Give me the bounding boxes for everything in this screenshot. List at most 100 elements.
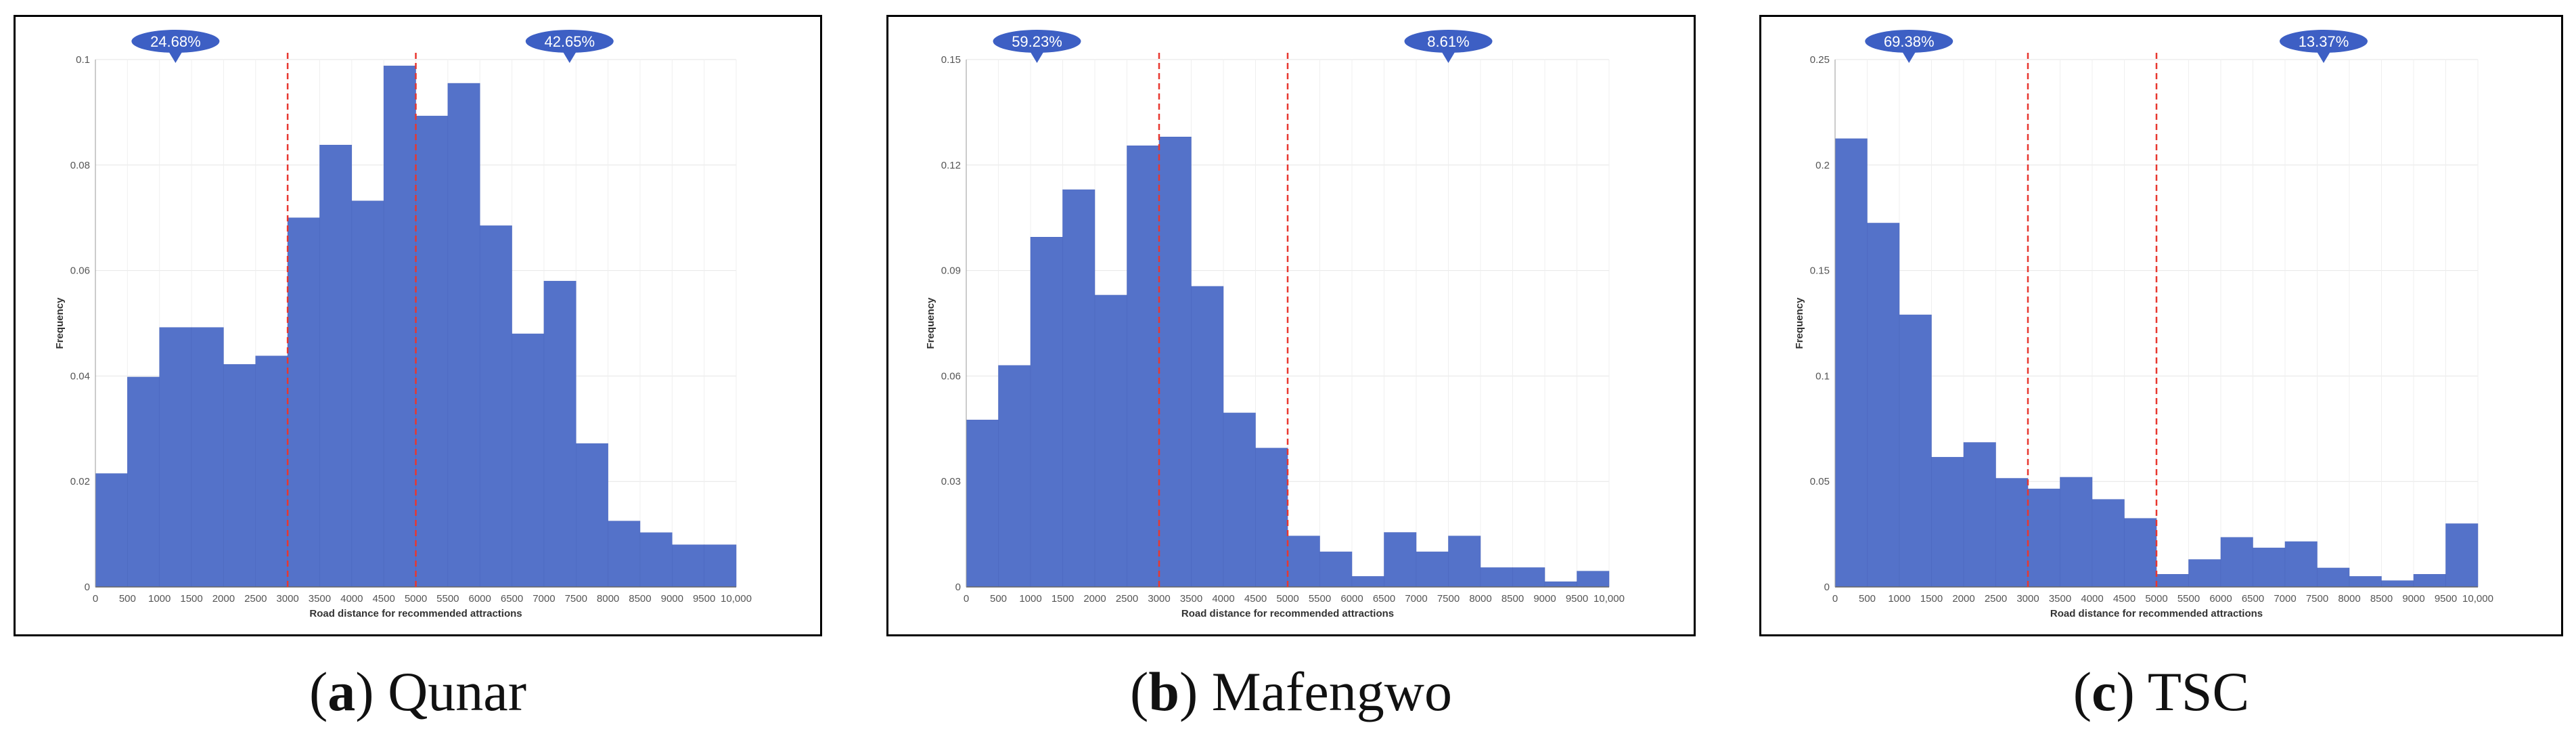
chart-c-bar-8 (2092, 499, 2125, 588)
chart-a-y-tick-label: 0.08 (70, 160, 90, 171)
chart-a-y-tick-label: 0.1 (76, 54, 90, 66)
chart-b-y-tick-label: 0.09 (941, 265, 961, 277)
caption-b-name: Mafengwo (1211, 661, 1452, 722)
chart-c-bar-2 (1899, 314, 1932, 588)
chart-c-x-tick-label: 1000 (1888, 593, 1910, 605)
chart-c-x-tick-label: 6500 (2242, 593, 2264, 605)
chart-a-bar-4 (223, 364, 256, 588)
chart-a-x-tick-label: 9500 (693, 593, 715, 605)
chart-b-x-tick-label: 4000 (1212, 593, 1234, 605)
chart-c-bar-9 (2124, 518, 2157, 588)
histogram-chart-b: 0 0.03 0.06 0.09 0.12 0.15 0 500 1000 1500 2000 250… (925, 30, 1625, 619)
caption-c-letter: c (2092, 661, 2117, 722)
chart-b-bar-4 (1094, 294, 1127, 588)
chart-b-bar-5 (1127, 145, 1160, 588)
chart-a-bar-19 (704, 544, 737, 588)
chart-c-x-tick-label: 5000 (2145, 593, 2167, 605)
chart-a-bar-9 (383, 66, 416, 588)
chart-a-bar-0 (95, 473, 128, 588)
chart-b-y-tick-label: 0.15 (941, 54, 961, 66)
chart-b-bar-16 (1480, 567, 1513, 588)
chart-c-x-tick-label: 1500 (1920, 593, 1943, 605)
chart-a-x-tick-label: 1500 (180, 593, 202, 605)
panel-a-frame: 0 0.02 0.04 0.06 0.08 0.1 0 500 1000 1500 2000 2500… (14, 15, 822, 636)
chart-a-bar-16 (608, 521, 641, 588)
chart-a-bar-7 (319, 144, 353, 588)
chart-c-x-tick-label: 500 (1859, 593, 1876, 605)
chart-b-bar-13 (1384, 532, 1417, 588)
chart-a-bar-1 (127, 376, 160, 588)
chart-c-x-tick-label: 2000 (1952, 593, 1974, 605)
chart-c-x-tick-label: 10,000 (2462, 593, 2493, 605)
chart-b-x-tick-label: 6000 (1340, 593, 1363, 605)
chart-b-x-tick-label: 4500 (1244, 593, 1267, 605)
chart-a-bar-12 (479, 225, 512, 588)
caption-a-letter: a (327, 661, 356, 722)
chart-c-badge-shape (2280, 30, 2368, 53)
chart-b-badge-label: 59.23% (1012, 33, 1062, 50)
chart-b-badge-pointer (1029, 49, 1045, 63)
chart-b-x-tick-label: 1000 (1019, 593, 1041, 605)
chart-c-x-tick-label: 7500 (2306, 593, 2328, 605)
chart-c-x-tick-label: 3000 (2016, 593, 2039, 605)
chart-a-bar-10 (415, 116, 449, 588)
chart-c-badge-pointer (2315, 49, 2332, 63)
chart-a-x-tick-label: 2000 (212, 593, 235, 605)
chart-a-bar-2 (159, 327, 192, 588)
chart-c-x-tick-label: 3500 (2049, 593, 2071, 605)
chart-c-bar-13 (2253, 548, 2286, 588)
chart-a-x-tick-label: 4000 (340, 593, 363, 605)
chart-a-bar-15 (576, 443, 608, 588)
chart-c-bar-14 (2284, 541, 2318, 588)
chart-b-badge-shape (1404, 30, 1493, 53)
chart-c-bar-12 (2220, 537, 2253, 588)
chart-b-bar-7 (1191, 286, 1224, 588)
chart-b-bar-18 (1544, 581, 1577, 588)
chart-a-badge-pointer (561, 49, 578, 63)
chart-c-x-tick-label: 8500 (2370, 593, 2393, 605)
chart-b-x-tick-label: 9000 (1533, 593, 1556, 605)
chart-c-x-tick-label: 7000 (2274, 593, 2296, 605)
chart-c-badge-shape (1865, 30, 1953, 53)
chart-b-x-tick-label: 8000 (1469, 593, 1491, 605)
chart-c-badge-pointer (1901, 49, 1918, 63)
chart-c-x-tick-label: 9500 (2435, 593, 2457, 605)
chart-b-badge-pointer (1440, 49, 1457, 63)
chart-a-x-axis-title: Road distance for recommended attraction… (309, 608, 522, 619)
chart-a-bar-11 (447, 83, 480, 588)
chart-a-x-tick-label: 7500 (565, 593, 587, 605)
chart-c-percentage-badge: 13.37% (2280, 30, 2368, 63)
chart-b-x-tick-label: 9500 (1566, 593, 1588, 605)
chart-a-percentage-badge: 24.68% (131, 30, 220, 63)
chart-a-bar-8 (351, 200, 384, 588)
chart-b-badge-label: 8.61% (1427, 33, 1469, 50)
chart-a-badge-shape (131, 30, 220, 53)
chart-a-x-tick-label: 10,000 (721, 593, 752, 605)
chart-a-x-tick-label: 5500 (436, 593, 459, 605)
chart-c-x-tick-label: 4000 (2081, 593, 2103, 605)
chart-c-x-tick-label: 0 (1832, 593, 1838, 605)
chart-a-x-tick-label: 6500 (501, 593, 523, 605)
chart-c-percentage-badge: 69.38% (1865, 30, 1953, 63)
chart-a-bar-17 (639, 532, 673, 588)
chart-b-bar-10 (1287, 535, 1320, 588)
chart-c-x-tick-label: 9000 (2402, 593, 2424, 605)
chart-a-bar-6 (287, 217, 320, 588)
chart-a-badge-label: 42.65% (544, 33, 595, 50)
chart-b-bar-19 (1577, 571, 1610, 588)
histogram-chart-c: 0 0.05 0.1 0.15 0.2 0.25 0 500 1000 1500 2000 2500 3… (1794, 30, 2493, 619)
caption-c: (c) TSC (2073, 661, 2250, 722)
chart-b-bar-11 (1319, 551, 1353, 588)
chart-a-badge-shape (525, 30, 614, 53)
chart-c-badge-label: 69.38% (1884, 33, 1935, 50)
chart-c-bar-19 (2445, 523, 2479, 588)
chart-a-y-tick-label: 0 (85, 582, 90, 593)
chart-c-x-tick-label: 8000 (2338, 593, 2360, 605)
chart-c-x-tick-label: 6000 (2209, 593, 2232, 605)
chart-b-bar-2 (1030, 237, 1063, 588)
chart-b-bar-6 (1158, 137, 1192, 588)
chart-a-x-tick-label: 4500 (372, 593, 394, 605)
chart-a-bar-14 (543, 280, 577, 588)
chart-b-bar-15 (1448, 535, 1481, 588)
chart-b-y-tick-label: 0 (955, 582, 961, 593)
